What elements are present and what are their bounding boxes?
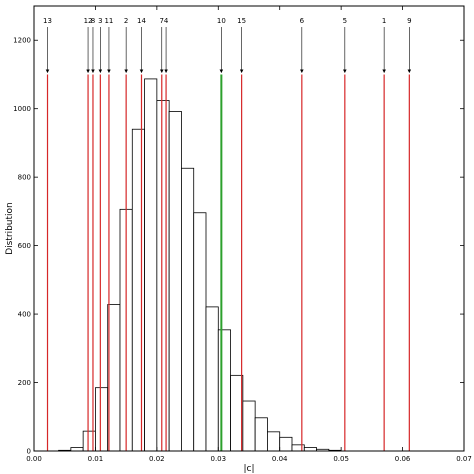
histogram-bar [303,447,317,452]
marker-label: 14 [137,17,146,25]
x-tick-label: 0.05 [333,455,349,463]
y-tick-label: 200 [18,379,31,387]
y-axis-label: Distribution [5,202,15,255]
histogram-bar [254,417,268,452]
marker-label: 3 [98,17,102,25]
y-tick-label: 600 [18,242,31,250]
histogram-bar [70,447,84,452]
histogram-bars [58,78,342,452]
marker-label: 11 [104,17,113,25]
histogram-bar [193,212,207,452]
x-tick-label: 0.00 [26,455,42,463]
marker-label: 15 [237,17,246,25]
marker-label: 5 [343,17,347,25]
y-tick-label: 1000 [13,105,31,113]
histogram-bar [107,304,121,452]
marker-label: 8 [91,17,95,25]
marker-lines: 13 128 3 11 2 14 7 4 10 15 6 5 1 9 [43,17,412,451]
histogram-bar [279,436,293,452]
marker-label: 6 [300,17,305,25]
histogram-bar [156,100,170,452]
marker-label: 2 [124,17,128,25]
y-tick-label: 800 [18,174,31,182]
histogram-bar [242,400,256,452]
marker-label: 9 [407,17,411,25]
histogram-bar [82,430,96,452]
histogram-bar [267,431,281,452]
marker-label: 13 [43,17,52,25]
x-tick-label: 0.06 [395,455,411,463]
plot-frame [33,5,465,452]
x-tick-label: 0.03 [210,455,226,463]
x-tick-label: 0.04 [272,455,288,463]
marker-label: 1 [382,17,386,25]
histogram-bar [230,374,244,452]
y-tick-label: 400 [18,311,31,319]
x-axis-label: |c| [243,464,254,474]
marker-label: 4 [164,17,169,25]
marker-label: 7 [160,17,164,25]
y-tick-label: 1200 [13,37,31,45]
marker-label: 10 [217,17,226,25]
x-tick-label: 0.02 [149,455,165,463]
x-tick-label: 0.01 [88,455,104,463]
histogram-bar [168,111,182,452]
axis-ticks: 0.00 0.01 0.02 0.03 0.04 0.05 0.06 0.07 0 200 400 6… [13,6,472,463]
histogram-bar [131,128,145,452]
histogram-bar [291,444,305,452]
histogram-bar [181,167,195,452]
histogram-bar [217,329,231,452]
histogram-bar [205,306,219,452]
y-tick-label: 0 [27,448,31,456]
marker-label: 12 [84,17,93,25]
histogram-bar [144,78,158,452]
x-tick-label: 0.07 [456,455,472,463]
histogram-bar [95,387,109,452]
